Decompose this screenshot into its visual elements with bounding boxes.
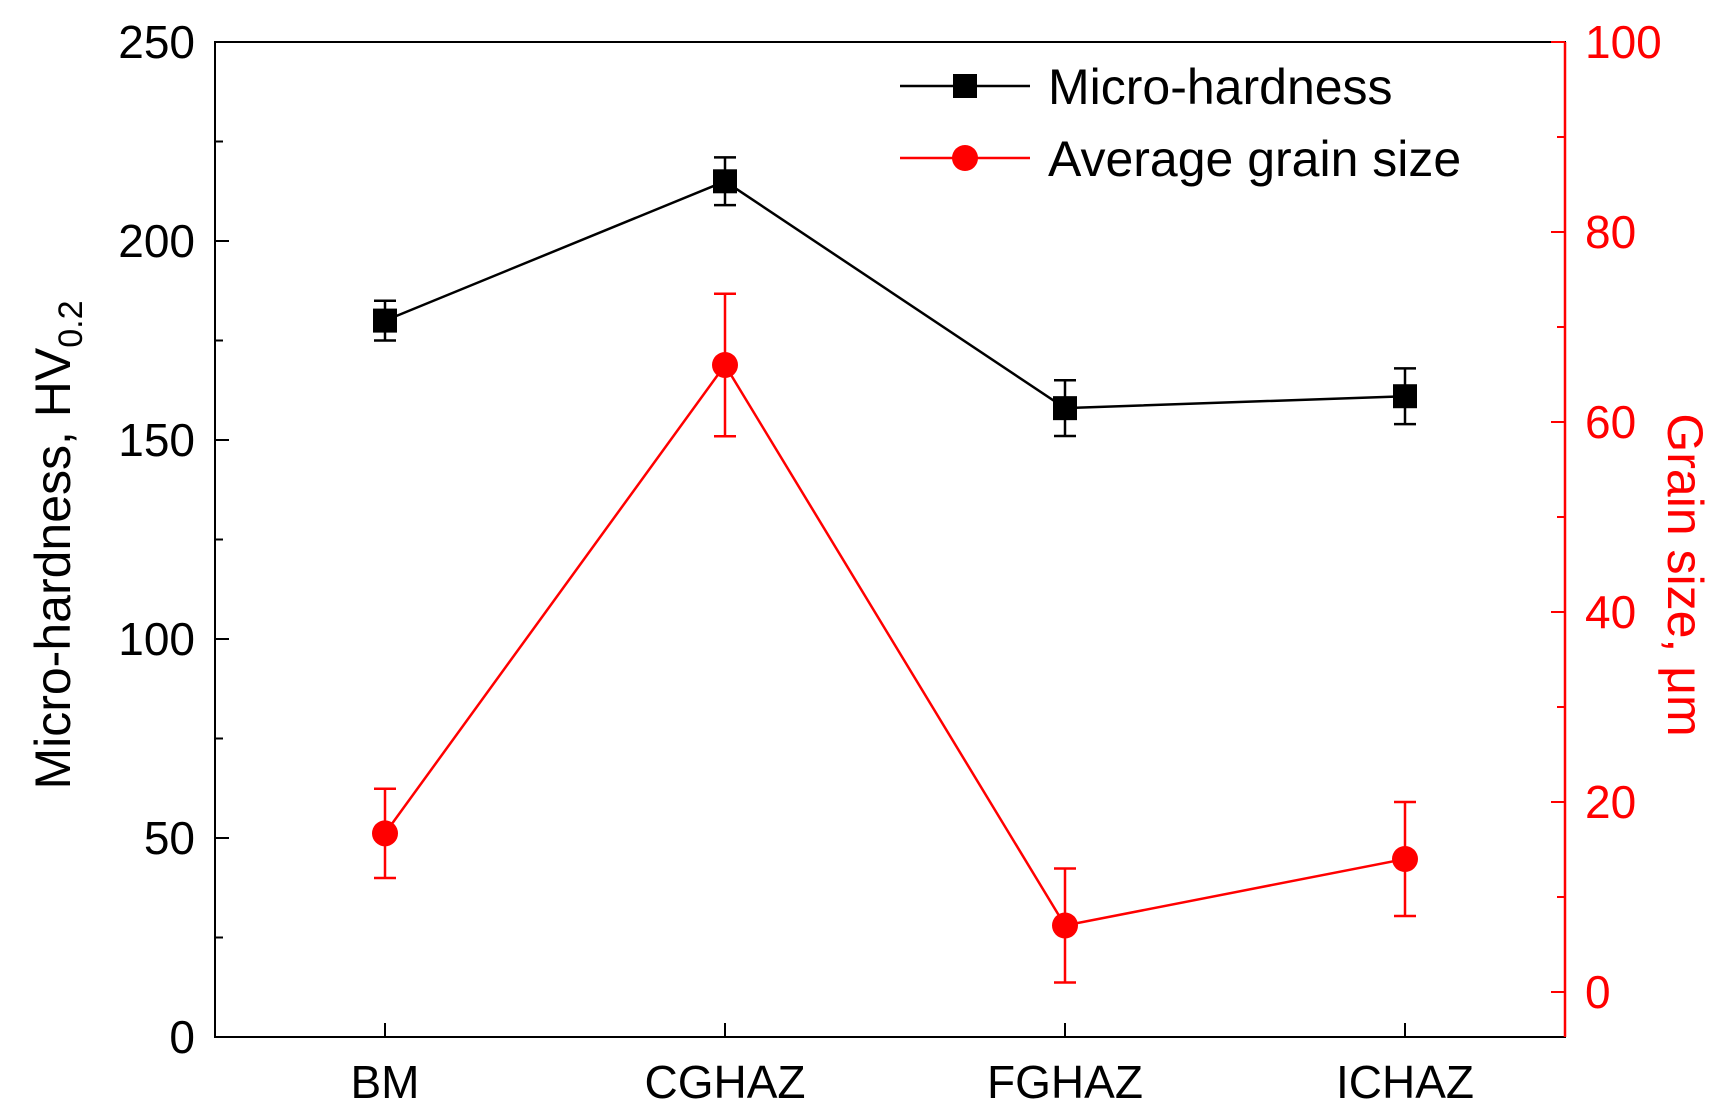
series-layer	[372, 156, 1418, 984]
right-axis-ticks: 0 20 40 60 80 100	[1551, 16, 1662, 1018]
left-tick-label: 250	[118, 16, 195, 68]
left-tick-label: 100	[118, 613, 195, 665]
data-point-grain-size	[1392, 846, 1418, 872]
legend-hardness-label: Micro-hardness	[1048, 59, 1393, 115]
series-hardness	[373, 156, 1417, 438]
plot-frame	[214, 41, 1566, 1038]
left-tick-label: 0	[169, 1011, 195, 1063]
legend-grain-marker	[952, 145, 978, 171]
y-right-axis-title: Grain size, μm	[1657, 413, 1713, 736]
data-point-grain-size	[712, 352, 738, 378]
y-left-axis-title-sub: 0.2	[52, 300, 90, 347]
right-tick-label: 80	[1585, 206, 1636, 258]
right-tick-label: 40	[1585, 586, 1636, 638]
y-left-axis-title-main: Micro-hardness, HV	[25, 347, 81, 789]
legend-grain-label: Average grain size	[1048, 131, 1461, 187]
left-tick-label: 50	[144, 812, 195, 864]
x-axis-ticks: BM CGHAZ FGHAZ ICHAZ	[351, 1023, 1474, 1108]
data-point-hardness	[373, 308, 397, 333]
data-point-hardness	[1053, 396, 1077, 421]
data-point-grain-size	[372, 820, 398, 847]
right-tick-label: 60	[1585, 396, 1636, 448]
right-tick-label: 100	[1585, 16, 1662, 68]
series-grain-size	[372, 292, 1418, 984]
x-tick-label: CGHAZ	[645, 1056, 806, 1108]
y-left-axis-title: Micro-hardness, HV0.2	[25, 300, 90, 789]
legend-hardness-marker	[953, 74, 977, 98]
legend: Micro-hardness Average grain size	[900, 59, 1461, 187]
x-tick-label: FGHAZ	[987, 1056, 1143, 1108]
right-tick-label: 20	[1585, 776, 1636, 828]
data-point-hardness	[1393, 384, 1417, 409]
data-point-grain-size	[1052, 912, 1078, 939]
series-line-grain-size	[383, 362, 1406, 927]
x-tick-label: BM	[351, 1056, 420, 1108]
data-point-hardness	[713, 169, 737, 194]
x-tick-label: ICHAZ	[1336, 1056, 1474, 1108]
right-tick-label: 0	[1585, 966, 1611, 1018]
series-line-hardness	[384, 179, 1406, 410]
left-tick-label: 150	[118, 414, 195, 466]
left-tick-label: 200	[118, 215, 195, 267]
left-axis-ticks: 0 50 100 150 200 250	[118, 16, 229, 1063]
